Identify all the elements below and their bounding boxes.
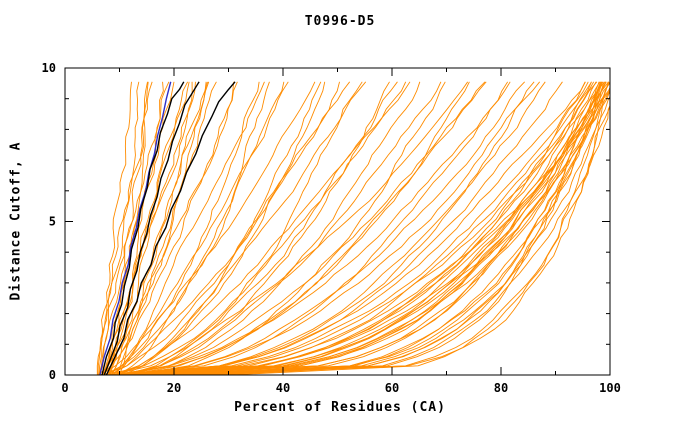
x-tick-label: 80 xyxy=(494,381,508,395)
reference-curve xyxy=(99,81,172,375)
x-axis-label: Percent of Residues (CA) xyxy=(234,400,446,415)
x-tick-label: 60 xyxy=(385,381,399,395)
chart-title: T0996-D5 xyxy=(304,14,376,29)
tick-labels: 0 20 40 60 80 100 0 5 10 xyxy=(42,61,621,395)
y-tick-label: 5 xyxy=(49,215,56,229)
highlight-curves xyxy=(101,81,236,375)
y-tick-label: 10 xyxy=(42,61,56,75)
x-tick-label: 0 xyxy=(61,381,68,395)
x-tick-label: 20 xyxy=(167,381,181,395)
y-tick-label: 0 xyxy=(49,368,56,382)
model-curves xyxy=(96,81,610,375)
x-tick-label: 100 xyxy=(599,381,621,395)
x-tick-label: 40 xyxy=(276,381,290,395)
axes-frame xyxy=(64,67,611,376)
